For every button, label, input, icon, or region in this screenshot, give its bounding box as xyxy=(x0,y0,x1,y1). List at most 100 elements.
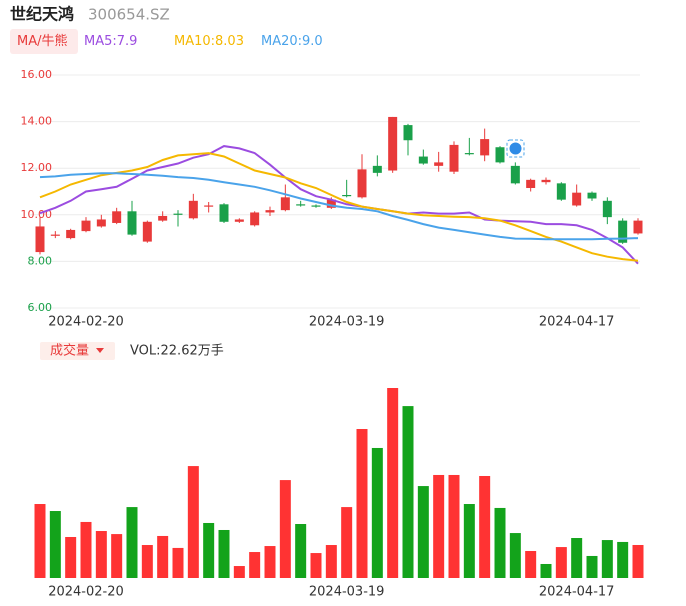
candle-body xyxy=(158,215,168,221)
volume-bar xyxy=(187,466,199,578)
logo-icon xyxy=(506,139,525,158)
volume-bar xyxy=(632,544,644,578)
x-tick-label: 2024-04-17 xyxy=(539,585,615,600)
candle-body xyxy=(449,144,459,172)
volume-bar xyxy=(402,406,414,578)
volume-bar xyxy=(141,545,153,578)
volume-pill[interactable] xyxy=(40,342,115,360)
candle-body xyxy=(526,179,536,189)
volume-bar xyxy=(95,531,107,578)
candle-body xyxy=(96,219,106,227)
stock-name: 世纪天鸿 xyxy=(10,5,74,24)
legend-entry: MA20:9.0 xyxy=(261,34,323,49)
volume-title[interactable]: 成交量 xyxy=(50,343,89,359)
y-tick-label: 12.00 xyxy=(21,161,53,174)
candle-body xyxy=(572,192,582,206)
volume-bar xyxy=(433,474,445,578)
candle-body xyxy=(342,194,352,197)
volume-bar xyxy=(49,511,61,578)
volume-bar xyxy=(555,547,567,578)
candle-body xyxy=(602,200,612,218)
volume-bar xyxy=(341,507,353,578)
volume-bar xyxy=(249,552,261,578)
x-tick-label: 2024-03-19 xyxy=(309,585,385,600)
volume-subtitle: VOL:22.62万手 xyxy=(130,344,224,359)
candle-body xyxy=(112,211,122,223)
ma-line xyxy=(39,152,639,262)
candle-body xyxy=(188,200,198,219)
legend-pill[interactable] xyxy=(10,29,78,54)
y-tick-label: 6.00 xyxy=(28,301,53,314)
volume-bar xyxy=(111,534,123,578)
candle-body xyxy=(556,183,566,200)
volume-bar xyxy=(233,566,245,578)
volume-bar xyxy=(463,504,475,578)
candle-body xyxy=(464,153,474,155)
candle-body xyxy=(480,139,490,156)
volume-bar xyxy=(371,447,383,578)
dropdown-icon[interactable] xyxy=(96,348,104,353)
candle-body xyxy=(204,205,214,207)
candle-body xyxy=(311,205,321,207)
volume-bar xyxy=(387,388,399,578)
y-tick-label: 16.00 xyxy=(21,68,53,81)
candle-body xyxy=(81,220,91,232)
candle-body xyxy=(234,219,244,222)
volume-bar xyxy=(203,522,215,578)
candle-body xyxy=(127,211,137,235)
x-tick-label: 2024-04-17 xyxy=(539,315,615,330)
volume-bar xyxy=(525,551,537,578)
candle-body xyxy=(587,192,597,199)
candle-body xyxy=(296,204,306,206)
candle-body xyxy=(280,197,290,211)
volume-bar xyxy=(448,474,460,578)
legend-title[interactable]: MA/牛熊 xyxy=(17,33,68,49)
x-tick-label: 2024-03-19 xyxy=(309,315,385,330)
candle-body xyxy=(142,221,152,242)
volume-bar xyxy=(157,535,169,578)
volume-bar xyxy=(310,553,322,578)
ma-line xyxy=(39,145,639,265)
volume-bar xyxy=(356,429,368,578)
legend-entry: MA10:8.03 xyxy=(174,34,244,49)
candle-body xyxy=(50,234,60,236)
volume-bar xyxy=(509,533,521,578)
candle-body xyxy=(35,226,45,253)
candle-body xyxy=(434,162,444,166)
volume-bar xyxy=(417,486,429,578)
candle-body xyxy=(173,213,183,215)
candle-body xyxy=(618,220,628,243)
volume-bar xyxy=(494,507,506,578)
candle-body xyxy=(265,210,275,213)
volume-bar xyxy=(586,555,598,578)
volume-bar xyxy=(279,480,291,578)
volume-bar xyxy=(571,538,583,578)
candle-body xyxy=(219,204,229,222)
volume-bar xyxy=(540,563,552,578)
candle-body xyxy=(326,199,336,208)
candle-body xyxy=(495,147,505,163)
volume-bar xyxy=(264,546,276,578)
candle-body xyxy=(633,220,643,234)
volume-bar xyxy=(218,529,230,578)
y-tick-label: 14.00 xyxy=(21,115,53,128)
stock-code: 300654.SZ xyxy=(88,6,170,24)
volume-bar xyxy=(479,475,491,578)
legend-entry: MA5:7.9 xyxy=(84,34,137,49)
candle-body xyxy=(388,116,398,171)
volume-bar xyxy=(617,541,629,578)
candle-body xyxy=(250,212,260,226)
volume-bar xyxy=(80,521,92,578)
volume-bar xyxy=(325,545,337,578)
candle-body xyxy=(372,165,382,173)
candle-body xyxy=(418,156,428,164)
x-tick-label: 2024-02-20 xyxy=(48,585,124,600)
volume-bar xyxy=(601,540,613,578)
volume-bar xyxy=(65,536,77,578)
candle-body xyxy=(510,165,520,184)
ma-line xyxy=(39,172,639,241)
candle-body xyxy=(403,125,413,141)
volume-bar xyxy=(172,547,184,578)
candle-body xyxy=(66,229,76,239)
